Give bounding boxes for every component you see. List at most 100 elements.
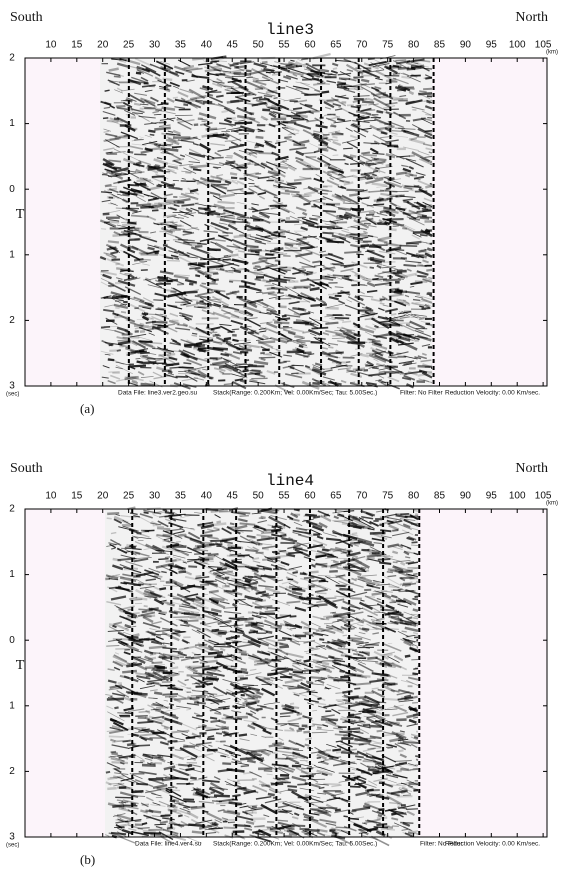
seismic-wiggle — [272, 777, 287, 784]
seismic-wiggle — [303, 190, 316, 196]
seismic-wiggle — [386, 570, 393, 574]
seismic-wiggle — [275, 750, 293, 754]
seismic-wiggle — [294, 606, 307, 612]
seismic-wiggle — [273, 321, 290, 325]
seismic-wiggle — [269, 247, 284, 253]
seismic-wiggle — [354, 687, 361, 690]
seismic-wiggle — [274, 205, 290, 214]
seismic-wiggle — [184, 226, 198, 231]
seismic-wiggle — [273, 163, 292, 167]
seismic-wiggle — [374, 771, 381, 775]
seismic-wiggle — [111, 761, 129, 765]
seismic-wiggle — [245, 548, 258, 553]
seismic-wiggle — [281, 808, 292, 813]
seismic-wiggle — [125, 206, 138, 213]
seismic-wiggle — [290, 59, 295, 62]
seismic-wiggle — [390, 809, 404, 814]
seismic-wiggle — [156, 142, 162, 147]
seismic-wiggle — [110, 297, 127, 306]
seismic-wiggle — [293, 587, 306, 593]
seismic-wiggle — [147, 678, 165, 683]
seismic-wiggle — [134, 557, 152, 559]
seismic-wiggle — [132, 210, 142, 214]
seismic-wiggle — [194, 549, 209, 552]
seismic-wiggle — [346, 665, 357, 672]
seismic-wiggle — [177, 814, 183, 818]
seismic-wiggle — [271, 763, 289, 768]
seismic-wiggle — [226, 569, 233, 574]
seismic-wiggle — [217, 200, 235, 205]
seismic-wiggle — [135, 357, 141, 360]
seismic-wiggle — [151, 661, 163, 665]
seismic-wiggle — [231, 689, 249, 695]
seismic-wiggle — [114, 315, 130, 319]
seismic-wiggle — [243, 771, 253, 775]
seismic-wiggle — [339, 619, 357, 629]
seismic-wiggle — [233, 72, 252, 76]
seismic-wiggle — [347, 223, 366, 229]
seismic-wiggle — [110, 595, 127, 601]
seismic-wiggle — [107, 296, 124, 300]
seismic-wiggle — [278, 97, 285, 101]
seismic-wiggle — [387, 622, 398, 625]
seismic-wiggle — [296, 541, 308, 548]
seismic-wiggle — [161, 132, 175, 137]
seismic-wiggle — [115, 366, 123, 370]
seismic-wiggle — [294, 347, 302, 353]
seismic-wiggle — [273, 743, 290, 750]
seismic-wiggle — [161, 656, 171, 660]
seismic-wiggle — [131, 726, 150, 733]
seismic-wiggle — [386, 65, 402, 70]
seismic-wiggle — [222, 71, 241, 76]
seismic-wiggle — [301, 92, 309, 96]
seismic-wiggle — [119, 576, 137, 582]
seismic-wiggle — [233, 233, 252, 239]
seismic-wiggle — [342, 634, 347, 637]
seismic-wiggle — [350, 621, 363, 625]
seismic-wiggle — [176, 729, 189, 734]
seismic-wiggle — [141, 763, 156, 767]
seismic-wiggle — [352, 518, 368, 522]
seismic-wiggle — [318, 750, 334, 759]
seismic-wiggle — [268, 112, 277, 119]
seismic-wiggle — [306, 271, 314, 273]
seismic-wiggle — [414, 314, 427, 317]
seismic-wiggle — [352, 97, 368, 104]
seismic-wiggle — [411, 106, 425, 111]
seismic-wiggle — [273, 96, 278, 100]
seismic-wiggle — [314, 588, 328, 593]
seismic-wiggle — [114, 623, 130, 632]
seismic-wiggle — [402, 794, 411, 796]
seismic-wiggle — [320, 277, 334, 281]
seismic-wiggle — [247, 545, 265, 556]
seismic-wiggle — [142, 753, 161, 758]
seismic-wiggle — [158, 85, 169, 89]
seismic-wiggle — [144, 655, 154, 662]
seismic-wiggle — [305, 520, 318, 526]
seismic-wiggle — [212, 195, 223, 201]
seismic-wiggle — [313, 200, 326, 205]
seismic-wiggle — [253, 269, 263, 272]
seismic-wiggle — [146, 215, 157, 221]
seismic-wiggle — [164, 373, 178, 379]
seismic-wiggle — [309, 667, 326, 673]
seismic-wiggle — [412, 598, 419, 601]
y-unit: (sec) — [6, 843, 19, 849]
seismic-wiggle — [272, 752, 278, 754]
seismic-wiggle — [404, 640, 418, 647]
seismic-wiggle — [115, 638, 128, 646]
seismic-wiggle — [349, 232, 367, 236]
seismic-wiggle — [361, 607, 379, 617]
seismic-wiggle — [400, 372, 408, 376]
seismic-wiggle — [310, 801, 328, 803]
seismic-wiggle — [178, 607, 195, 614]
seismic-wiggle — [232, 794, 241, 798]
seismic-wiggle — [425, 147, 433, 151]
seismic-wiggle — [295, 527, 308, 532]
seismic-wiggle — [210, 828, 220, 834]
seismic-wiggle — [308, 574, 326, 581]
seismic-wiggle — [185, 736, 196, 740]
seismic-wiggle — [312, 615, 325, 621]
seismic-wiggle — [366, 623, 378, 631]
seismic-wiggle — [219, 601, 230, 605]
